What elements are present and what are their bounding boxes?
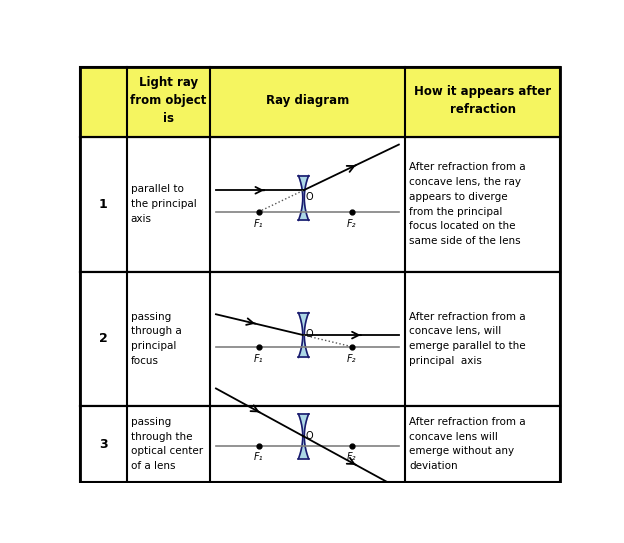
Text: 1: 1 xyxy=(99,198,107,211)
Text: passing
through the
optical center
of a lens: passing through the optical center of a … xyxy=(130,417,203,471)
Text: After refraction from a
concave lens, the ray
appears to diverge
from the princi: After refraction from a concave lens, th… xyxy=(409,162,525,246)
Text: F₁: F₁ xyxy=(254,452,263,463)
Text: parallel to
the principal
axis: parallel to the principal axis xyxy=(130,184,197,224)
Text: F₂: F₂ xyxy=(347,452,356,463)
Text: passing
through a
principal
focus: passing through a principal focus xyxy=(130,312,182,366)
Polygon shape xyxy=(298,313,308,357)
Bar xyxy=(79,67,560,137)
Text: O: O xyxy=(306,431,313,440)
Text: Ray diagram: Ray diagram xyxy=(266,94,349,106)
Text: How it appears after
refraction: How it appears after refraction xyxy=(414,85,551,116)
Text: O: O xyxy=(306,329,313,339)
Text: F₁: F₁ xyxy=(254,219,263,229)
Text: 2: 2 xyxy=(99,332,107,345)
Bar xyxy=(79,272,560,406)
Text: O: O xyxy=(306,192,313,202)
Text: After refraction from a
concave lens, will
emerge parallel to the
principal  axi: After refraction from a concave lens, wi… xyxy=(409,312,525,366)
Polygon shape xyxy=(298,414,308,459)
Text: Light ray
from object
is: Light ray from object is xyxy=(130,75,207,125)
Bar xyxy=(79,137,560,272)
Bar xyxy=(79,406,560,482)
Polygon shape xyxy=(298,175,308,220)
Text: After refraction from a
concave lens will
emerge without any
deviation: After refraction from a concave lens wil… xyxy=(409,417,525,471)
Text: F₂: F₂ xyxy=(347,353,356,363)
Text: F₂: F₂ xyxy=(347,219,356,229)
Text: F₁: F₁ xyxy=(254,353,263,363)
Text: 3: 3 xyxy=(99,438,107,451)
